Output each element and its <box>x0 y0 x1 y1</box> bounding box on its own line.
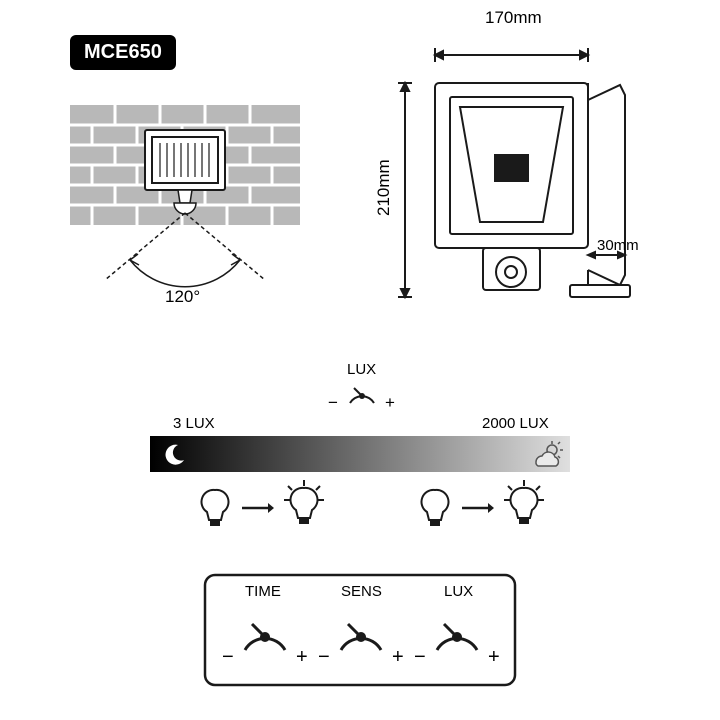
sens-plus: + <box>392 646 404 669</box>
moon-icon <box>162 442 188 468</box>
time-dial-icon <box>230 602 300 662</box>
lux-dial-icon <box>422 602 492 662</box>
wall-mount-diagram <box>60 95 310 315</box>
height-label: 210mm <box>374 159 394 216</box>
lux-top-plus: + <box>385 393 395 413</box>
lux-min-label: 3 LUX <box>173 415 215 432</box>
arrow-right-icon <box>460 500 496 516</box>
time-plus: + <box>296 646 308 669</box>
lux-dial-label: LUX <box>444 583 473 600</box>
bulb-off-left-icon <box>195 482 235 532</box>
lux-max-label: 2000 LUX <box>482 415 549 432</box>
bulb-off-right-icon <box>415 482 455 532</box>
bulb-on-right-icon <box>500 478 548 532</box>
cloudy-icon <box>530 440 564 470</box>
time-minus: − <box>222 646 234 669</box>
lux-title: LUX <box>347 361 376 378</box>
lux-top-minus: − <box>328 393 338 413</box>
width-label: 170mm <box>485 8 542 28</box>
lux-plus: + <box>488 646 500 669</box>
lux-gradient-bar <box>150 436 570 472</box>
sens-dial-icon <box>326 602 396 662</box>
arrow-left-icon <box>240 500 276 516</box>
sens-minus: − <box>318 646 330 669</box>
dimension-drawing <box>370 25 680 325</box>
product-code-badge: MCE650 <box>70 35 176 70</box>
time-dial-label: TIME <box>245 583 281 600</box>
angle-label: 120° <box>165 287 200 307</box>
sens-dial-label: SENS <box>341 583 382 600</box>
lux-minus: − <box>414 646 426 669</box>
bulb-on-left-icon <box>280 478 328 532</box>
lux-dial-top-icon <box>340 378 384 410</box>
depth-label: 30mm <box>597 237 639 254</box>
